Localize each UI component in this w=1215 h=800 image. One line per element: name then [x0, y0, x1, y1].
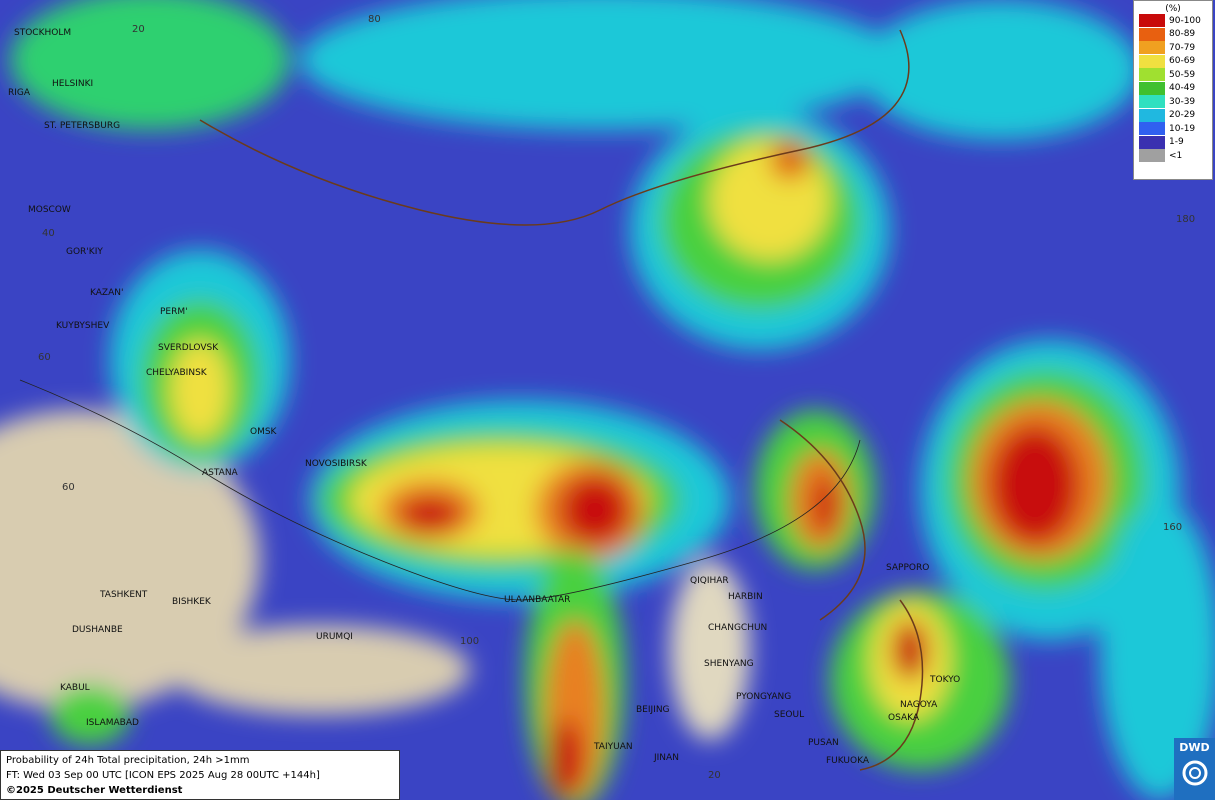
- graticule-label: 60: [62, 482, 75, 493]
- coastline: [199, 29, 910, 226]
- caption-line: Probability of 24h Total precipitation, …: [6, 755, 250, 766]
- legend-label: 70-79: [1169, 42, 1196, 53]
- city-label: SEOUL: [774, 710, 804, 720]
- city-label: NAGOYA: [900, 700, 938, 710]
- legend-swatch: [1139, 27, 1165, 41]
- caption-line: FT: Wed 03 Sep 00 UTC [ICON EPS 2025 Aug…: [6, 770, 320, 781]
- city-label: ULAANBAATAR: [504, 595, 570, 605]
- logo-icon: [1182, 760, 1207, 786]
- city-label: PYONGYANG: [736, 692, 791, 702]
- city-label: CHELYABINSK: [146, 368, 208, 378]
- legend-label: 60-69: [1169, 56, 1196, 67]
- legend-item: 1-9: [1134, 135, 1212, 150]
- city-label: SHENYANG: [704, 659, 754, 669]
- logo-text: DWD: [1179, 741, 1210, 754]
- legend-item: 30-39: [1134, 95, 1212, 109]
- graticule-label: 100: [460, 636, 479, 647]
- city-label: STOCKHOLM: [14, 28, 71, 38]
- graticule-label: 20: [132, 24, 145, 35]
- coastline: [779, 419, 924, 771]
- legend-label: 10-19: [1169, 123, 1196, 134]
- border-line: [19, 379, 861, 601]
- legend-item: 80-89: [1134, 27, 1212, 42]
- city-label: RIGA: [8, 88, 31, 98]
- legend-item: 40-49: [1134, 81, 1212, 96]
- caption-line: ©2025 Deutscher Wetterdienst: [6, 785, 183, 796]
- graticule-label: 180: [1176, 214, 1195, 225]
- city-label: HARBIN: [728, 592, 763, 602]
- graticule-label: 60: [38, 352, 51, 363]
- city-label: URUMQI: [316, 632, 353, 642]
- city-label: KAZAN': [90, 288, 123, 298]
- legend-label: 20-29: [1169, 110, 1196, 121]
- legend-label: 40-49: [1169, 83, 1196, 94]
- city-label: SVERDLOVSK: [158, 343, 219, 353]
- city-label: KUYBYSHEV: [56, 321, 110, 331]
- legend-swatch: [1139, 108, 1165, 122]
- legend-items: 90-100 80-89 70-79 60-69 50-59 40-49 30-39 20-2…: [1134, 14, 1212, 163]
- city-label: ST. PETERSBURG: [44, 121, 120, 131]
- legend-swatch: [1139, 41, 1165, 55]
- city-label: PERM': [160, 307, 188, 317]
- legend-label: <1: [1169, 150, 1183, 161]
- legend-swatch: [1139, 122, 1165, 136]
- city-label: TASHKENT: [99, 590, 148, 600]
- city-label: PUSAN: [808, 738, 839, 748]
- city-label: NOVOSIBIRSK: [305, 459, 368, 469]
- city-label: DUSHANBE: [72, 625, 123, 635]
- city-label: TAIYUAN: [593, 742, 633, 752]
- city-label: BISHKEK: [172, 597, 212, 607]
- legend-item: 70-79: [1134, 41, 1212, 55]
- legend-item: <1: [1134, 149, 1212, 163]
- caption: Probability of 24h Total precipitation, …: [0, 750, 400, 800]
- legend-item: 60-69: [1134, 54, 1212, 69]
- legend-item: 50-59: [1134, 68, 1212, 82]
- legend-swatch: [1139, 14, 1165, 28]
- city-label: ISLAMABAD: [86, 718, 139, 728]
- city-label: OSAKA: [888, 713, 920, 723]
- legend-swatch: [1139, 81, 1165, 95]
- legend-swatch: [1139, 68, 1165, 82]
- city-label: QIQIHAR: [690, 576, 729, 586]
- legend-swatch: [1139, 149, 1165, 163]
- city-label: JINAN: [653, 753, 679, 763]
- city-label: OMSK: [250, 427, 278, 437]
- city-label: CHANGCHUN: [708, 623, 767, 633]
- legend-label: 90-100: [1169, 15, 1201, 26]
- legend-swatch: [1139, 135, 1165, 149]
- legend-item: 10-19: [1134, 122, 1212, 136]
- graticule-label: 20: [708, 770, 721, 781]
- city-label: MOSCOW: [28, 205, 71, 215]
- graticule-label: 40: [42, 228, 55, 239]
- city-label: BEIJING: [636, 705, 670, 715]
- city-label: HELSINKI: [52, 79, 93, 89]
- legend-item: 90-100: [1134, 14, 1212, 28]
- city-label: TOKYO: [929, 675, 960, 685]
- city-labels: STOCKHOLM HELSINKI RIGA ST. PETERSBURG MOSCO…: [8, 28, 960, 766]
- legend-swatch: [1139, 95, 1165, 109]
- legend-label: 80-89: [1169, 29, 1196, 40]
- legend-swatch: [1139, 54, 1165, 68]
- legend-title: (%): [1165, 4, 1181, 14]
- logo: DWD: [1174, 738, 1215, 800]
- graticule-label: 80: [368, 14, 381, 25]
- legend: (%) 90-100 80-89 70-79 60-69 50-59 40-49 30-39…: [1133, 0, 1213, 180]
- city-label: ASTANA: [202, 468, 239, 478]
- legend-label: 30-39: [1169, 96, 1196, 107]
- city-label: SAPPORO: [886, 563, 929, 573]
- city-label: KABUL: [60, 683, 90, 693]
- legend-label: 1-9: [1169, 137, 1184, 148]
- legend-item: 20-29: [1134, 108, 1212, 123]
- legend-label: 50-59: [1169, 69, 1196, 80]
- city-label: GOR'KIY: [66, 247, 103, 257]
- graticule-label: 160: [1163, 522, 1182, 533]
- city-label: FUKUOKA: [826, 756, 870, 766]
